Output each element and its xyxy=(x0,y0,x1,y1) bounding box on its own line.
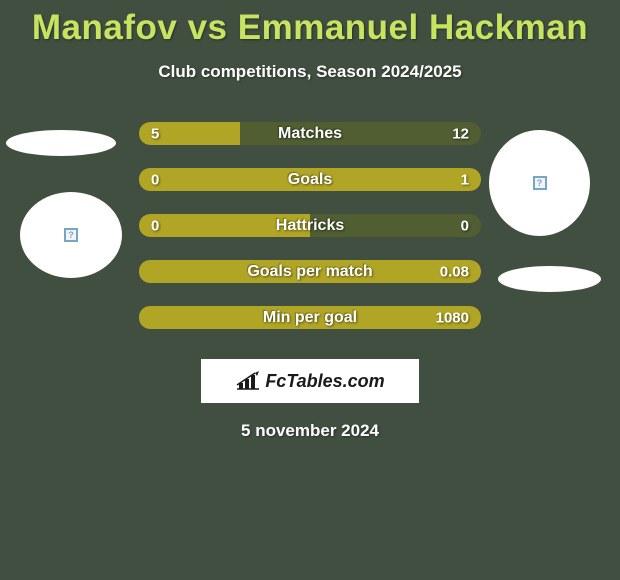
page-subtitle: Club competitions, Season 2024/2025 xyxy=(0,62,620,82)
stat-label: Hattricks xyxy=(276,217,344,235)
decor-ellipse-right xyxy=(498,266,601,292)
stat-value-left: 5 xyxy=(151,125,159,142)
stat-bars: Matches 5 12 Goals 0 1 Hattricks 0 0 Goals per… xyxy=(139,122,481,329)
stat-label: Matches xyxy=(278,125,342,143)
comparison-panel: ? ? Matches 5 12 Goals 0 1 Hattricks 0 0 Goals… xyxy=(0,122,620,329)
chart-icon xyxy=(235,371,261,391)
stat-value-right: 0.08 xyxy=(440,263,469,280)
stat-label: Min per goal xyxy=(263,309,357,327)
stat-value-right: 1 xyxy=(461,171,469,188)
stat-bar: Hattricks 0 0 xyxy=(139,214,481,237)
stat-label: Goals per match xyxy=(247,263,372,281)
page-title: Manafov vs Emmanuel Hackman xyxy=(0,0,620,48)
stat-value-right: 1080 xyxy=(436,309,469,326)
stat-value-left: 0 xyxy=(151,171,159,188)
placeholder-icon: ? xyxy=(64,228,78,242)
avatar-left: ? xyxy=(20,192,122,278)
footer-brand-text: FcTables.com xyxy=(265,371,384,392)
stat-value-right: 12 xyxy=(452,125,469,142)
stat-bar: Min per goal 1080 xyxy=(139,306,481,329)
avatar-right: ? xyxy=(489,130,590,236)
footer-logo: FcTables.com xyxy=(201,359,419,403)
decor-ellipse-left xyxy=(6,130,116,156)
stat-bar: Goals 0 1 xyxy=(139,168,481,191)
placeholder-icon: ? xyxy=(533,176,547,190)
stat-bar: Goals per match 0.08 xyxy=(139,260,481,283)
stat-value-right: 0 xyxy=(461,217,469,234)
stat-label: Goals xyxy=(288,171,332,189)
stat-bar: Matches 5 12 xyxy=(139,122,481,145)
date-text: 5 november 2024 xyxy=(0,421,620,441)
stat-value-left: 0 xyxy=(151,217,159,234)
